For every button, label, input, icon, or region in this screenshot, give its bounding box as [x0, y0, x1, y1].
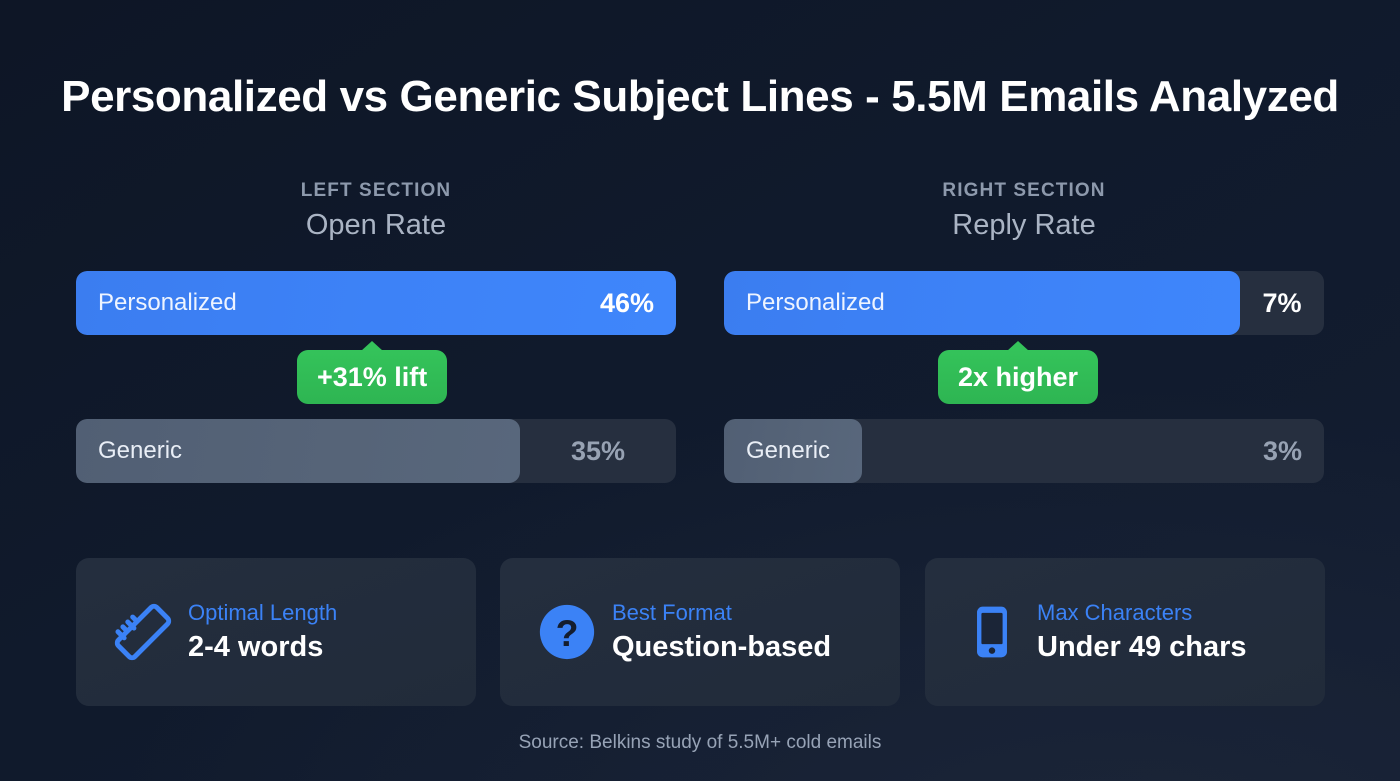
source-caption: Source: Belkins study of 5.5M+ cold emai… [518, 732, 882, 753]
bar-fill-reply-personalized: Personalized [724, 271, 1240, 335]
bar-value-open-personalized: 46% [599, 287, 654, 318]
section-title-right: Reply Rate [952, 209, 1096, 241]
bar-label-reply-generic: Generic [746, 437, 831, 464]
bar-fill-open-personalized: Personalized 46% [76, 271, 676, 335]
bar-track-reply-personalized: Personalized 7% [724, 271, 1324, 335]
question-icon: ? [530, 601, 604, 663]
bar-fill-reply-generic: Generic [724, 419, 862, 483]
ruler-icon [106, 601, 180, 663]
lift-badge-open-rate: +31% lift [297, 350, 448, 404]
insight-card-optimal-length: Optimal Length 2-4 words [76, 558, 476, 706]
bar-label-reply-personalized: Personalized [746, 289, 885, 316]
bar-value-open-generic: 35% [570, 435, 626, 466]
page-title: Personalized vs Generic Subject Lines - … [61, 72, 1339, 121]
card-value-best-format: Question-based [612, 631, 832, 663]
svg-text:?: ? [556, 612, 579, 654]
bar-track-open-generic: Generic 35% [76, 419, 676, 483]
card-text-max-characters: Max Characters Under 49 chars [1037, 600, 1247, 664]
card-kicker-optimal-length: Optimal Length [188, 600, 338, 625]
insight-card-max-characters: Max Characters Under 49 chars [925, 558, 1325, 706]
card-text-optimal-length: Optimal Length 2-4 words [188, 600, 337, 664]
bar-label-open-generic: Generic [98, 437, 183, 464]
card-kicker-best-format: Best Format [612, 600, 732, 625]
section-kicker-right: RIGHT SECTION [942, 180, 1106, 201]
bar-track-reply-generic: Generic 3% [724, 419, 1324, 483]
bar-fill-open-generic: Generic [76, 419, 520, 483]
section-header-left: LEFT SECTION Open Rate [76, 180, 676, 242]
insight-card-best-format: ? Best Format Question-based [500, 558, 900, 706]
bar-label-open-personalized: Personalized [98, 289, 237, 316]
card-value-max-characters: Under 49 chars [1037, 631, 1247, 663]
card-kicker-max-characters: Max Characters [1037, 600, 1193, 625]
lift-badge-reply-rate: 2x higher [938, 350, 1099, 404]
card-text-best-format: Best Format Question-based [612, 600, 831, 664]
bar-value-reply-generic: 3% [1262, 435, 1302, 466]
bar-track-open-personalized: Personalized 46% [76, 271, 676, 335]
section-kicker-left: LEFT SECTION [300, 180, 452, 201]
bar-value-reply-personalized: 7% [1262, 287, 1302, 318]
card-value-optimal-length: 2-4 words [188, 631, 324, 663]
smartphone-icon [955, 601, 1029, 663]
section-header-right: RIGHT SECTION Reply Rate [724, 180, 1324, 242]
section-title-left: Open Rate [305, 209, 447, 241]
